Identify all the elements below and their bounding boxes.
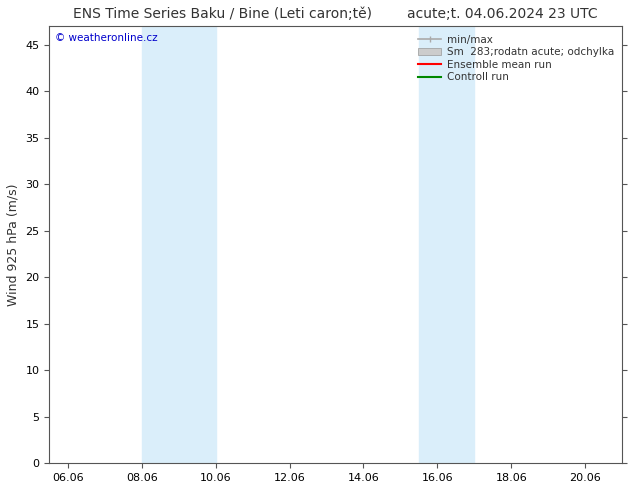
Title: ENS Time Series Baku / Bine (Leti caron;tě)        acute;t. 04.06.2024 23 UTC: ENS Time Series Baku / Bine (Leti caron;… [74,7,598,21]
Y-axis label: Wind 925 hPa (m/s): Wind 925 hPa (m/s) [7,184,20,306]
Text: © weatheronline.cz: © weatheronline.cz [55,33,158,43]
Bar [142,26,216,464]
Bar [419,26,474,464]
Legend: min/max, Sm  283;rodatn acute; odchylka, Ensemble mean run, Controll run: min/max, Sm 283;rodatn acute; odchylka, … [415,31,617,86]
